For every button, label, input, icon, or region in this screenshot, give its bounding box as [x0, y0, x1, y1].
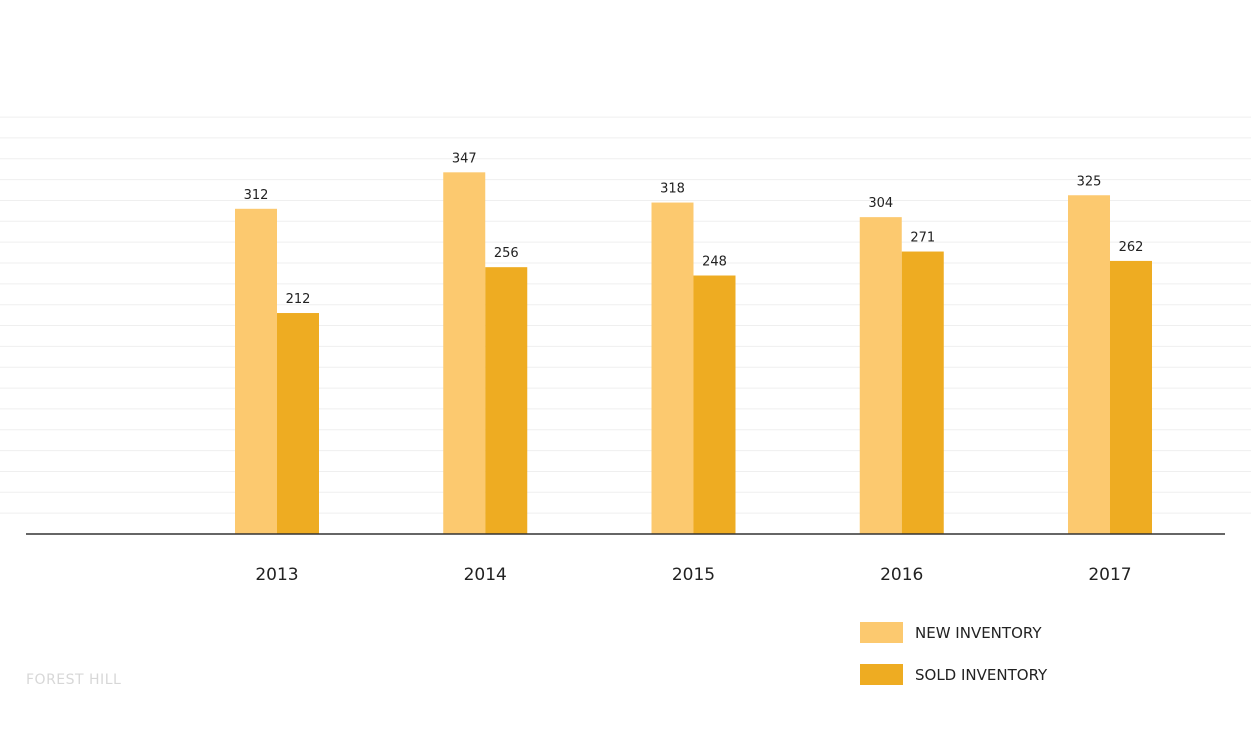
bar-new-inventory-2017 [1068, 195, 1110, 534]
bars [235, 172, 1152, 535]
bar-new-inventory-2014 [443, 172, 486, 534]
data-label-sold-inventory-2017: 262 [1119, 240, 1144, 255]
footer-label: FOREST HILL [26, 672, 121, 688]
bar-sold-inventory-2016 [901, 251, 944, 535]
x-tick-label-2017: 2017 [1088, 565, 1131, 585]
legend-swatch-new-inventory [860, 622, 903, 643]
legend: NEW INVENTORY SOLD INVENTORY [860, 622, 1048, 685]
legend-label-sold-inventory: SOLD INVENTORY [915, 666, 1048, 684]
data-label-new-inventory-2017: 325 [1077, 174, 1102, 189]
data-label-new-inventory-2015: 318 [660, 182, 685, 197]
x-tick-label-2015: 2015 [672, 565, 715, 585]
x-tick-label-2013: 2013 [255, 565, 298, 585]
x-tick-label-2014: 2014 [464, 565, 507, 585]
legend-label-new-inventory: NEW INVENTORY [915, 624, 1042, 642]
bar-new-inventory-2016 [859, 217, 902, 534]
data-label-new-inventory-2013: 312 [244, 188, 269, 203]
legend-swatch-sold-inventory [860, 664, 903, 685]
data-labels: 312 212 347 256 318 248 304 271 325 262 [244, 151, 1144, 307]
data-label-sold-inventory-2014: 256 [494, 246, 519, 261]
data-label-sold-inventory-2013: 212 [286, 292, 311, 307]
data-label-new-inventory-2016: 304 [868, 196, 893, 211]
bar-sold-inventory-2015 [693, 275, 736, 534]
data-label-new-inventory-2014: 347 [452, 151, 477, 166]
x-tick-label-2016: 2016 [880, 565, 923, 585]
gridlines [0, 116, 1251, 514]
data-label-sold-inventory-2015: 248 [702, 255, 727, 270]
data-label-sold-inventory-2016: 271 [910, 231, 935, 246]
bar-sold-inventory-2013 [277, 313, 319, 534]
bar-sold-inventory-2014 [485, 267, 528, 534]
bar-new-inventory-2015 [651, 202, 694, 535]
x-axis-ticks: 2013 2014 2015 2016 2017 [255, 565, 1131, 585]
bar-new-inventory-2013 [235, 208, 277, 534]
bar-sold-inventory-2017 [1110, 260, 1152, 534]
